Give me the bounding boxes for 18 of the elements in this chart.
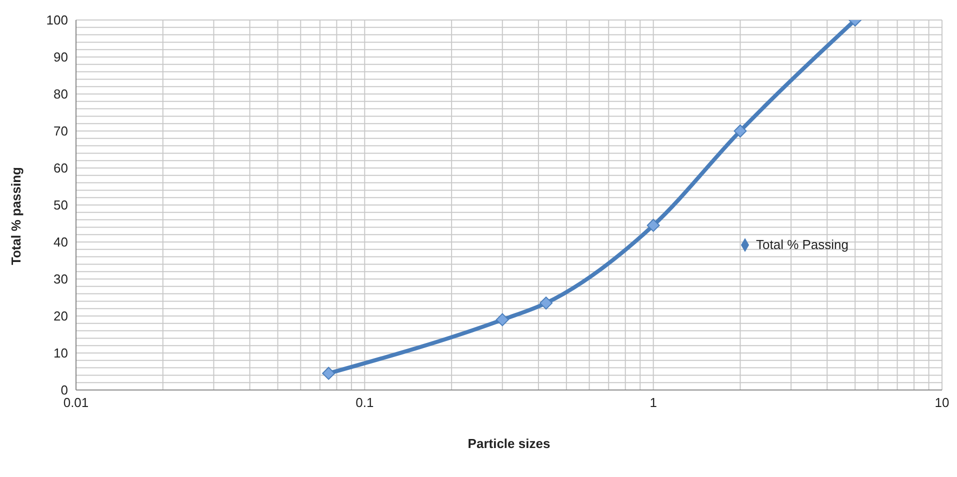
y-tick-label: 90 xyxy=(54,50,68,65)
x-tick-label: 0.1 xyxy=(356,395,374,410)
y-tick-label: 60 xyxy=(54,160,68,176)
y-tick-label: 50 xyxy=(54,198,68,213)
y-tick-label: 20 xyxy=(54,308,68,324)
x-tick-label: 10 xyxy=(934,395,950,410)
y-tick-label: 30 xyxy=(54,272,68,287)
y-tick-label: 40 xyxy=(54,234,68,250)
y-axis-title: Total % passing xyxy=(8,166,24,265)
x-tick-label: 1 xyxy=(650,395,657,410)
x-axis-title: Particle sizes xyxy=(468,436,550,451)
y-tick-label: 100 xyxy=(46,12,68,28)
y-tick-label: 80 xyxy=(54,86,68,102)
legend-label: Total % Passing xyxy=(756,237,848,252)
x-tick-label: 0.01 xyxy=(63,395,89,410)
y-tick-label: 70 xyxy=(54,124,68,139)
y-tick-label: 10 xyxy=(54,346,68,361)
y-tick-label: 0 xyxy=(60,382,68,398)
